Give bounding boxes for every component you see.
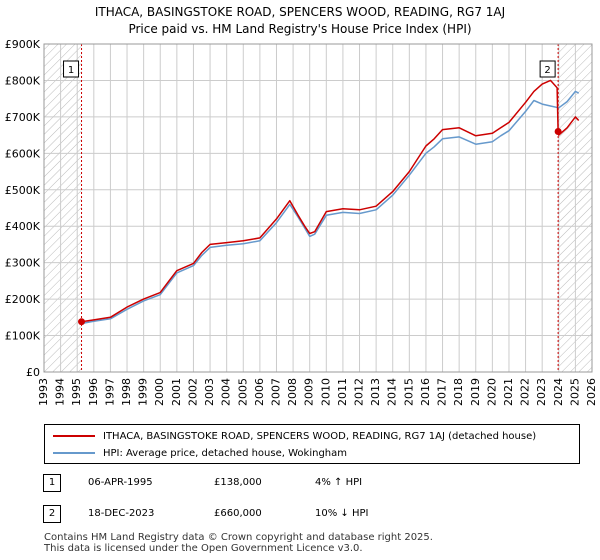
y-tick-label: £0	[26, 366, 40, 379]
x-tick-label: 1993	[37, 378, 50, 406]
transaction-badge: 2	[43, 505, 61, 523]
x-tick-label: 2024	[552, 378, 565, 406]
legend-label-hpi: HPI: Average price, detached house, Woki…	[103, 447, 347, 459]
x-tick-label: 2002	[186, 378, 199, 406]
property-price-line	[81, 79, 580, 323]
x-tick-label: 1994	[54, 378, 67, 406]
footer-copyright: Contains HM Land Registry data © Crown c…	[44, 532, 433, 543]
x-tick-label: 1999	[137, 378, 150, 406]
y-tick-label: £400K	[5, 220, 41, 233]
x-tick-label: 2009	[303, 378, 316, 406]
price-chart: 1 2 £0 £100K £200K £300K £400K £500K £600K £700K…	[5, 38, 598, 406]
x-tick-label: 2001	[170, 378, 183, 406]
x-tick-label: 2005	[236, 378, 249, 406]
x-tick-label: 1995	[70, 378, 83, 406]
x-tick-label: 2000	[153, 378, 166, 406]
y-tick-label: £100K	[5, 330, 41, 343]
legend-item-hpi: HPI: Average price, detached house, Woki…	[53, 445, 347, 461]
x-tick-label: 2026	[585, 378, 598, 406]
x-tick-label: 1998	[120, 378, 133, 406]
x-tick-label: 2020	[485, 378, 498, 406]
y-tick-label: £200K	[5, 293, 41, 306]
y-tick-label: £600K	[5, 147, 41, 160]
x-tick-label: 2004	[220, 378, 233, 406]
x-tick-label: 2016	[419, 378, 432, 406]
chart-title: ITHACA, BASINGSTOKE ROAD, SPENCERS WOOD,…	[94, 5, 506, 19]
x-tick-label: 2014	[386, 378, 399, 406]
transaction-point	[554, 127, 562, 135]
y-tick-label: £800K	[5, 74, 41, 87]
transaction-hpi-diff: 4% ↑ HPI	[315, 477, 363, 488]
y-tick-label: £900K	[5, 38, 41, 51]
transaction-label: 1	[68, 65, 74, 76]
x-tick-label: 2015	[402, 378, 415, 406]
x-tick-label: 2017	[436, 378, 449, 406]
legend-item-property: ITHACA, BASINGSTOKE ROAD, SPENCERS WOOD,…	[53, 428, 536, 444]
transaction-label: 2	[544, 65, 550, 76]
x-tick-label: 2023	[535, 378, 548, 406]
x-tick-label: 2010	[319, 378, 332, 406]
x-tick-label: 2006	[253, 378, 266, 406]
hatched-region-before	[44, 44, 82, 372]
x-tick-label: 2018	[452, 378, 465, 406]
transaction-price: £138,000	[214, 477, 262, 488]
transaction-point	[78, 318, 86, 326]
x-tick-label: 2022	[519, 378, 532, 406]
plot-frame	[43, 43, 593, 373]
chart-subtitle: Price paid vs. HM Land Registry's House …	[128, 22, 472, 36]
legend-label-property: ITHACA, BASINGSTOKE ROAD, SPENCERS WOOD,…	[103, 430, 537, 442]
legend-swatch-property	[53, 435, 95, 437]
transaction-date: 06-APR-1995	[88, 477, 153, 488]
legend: ITHACA, BASINGSTOKE ROAD, SPENCERS WOOD,…	[44, 424, 580, 464]
y-tick-label: £300K	[5, 257, 41, 270]
y-tick-label: £500K	[5, 184, 41, 197]
transaction-price: £660,000	[214, 508, 262, 519]
x-tick-label: 1996	[87, 378, 100, 406]
transaction-badge: 1	[43, 474, 61, 492]
x-tick-label: 1997	[103, 378, 116, 406]
legend-swatch-hpi	[53, 452, 95, 454]
x-tick-label: 2011	[336, 378, 349, 406]
transaction-label-box	[63, 60, 80, 78]
x-tick-label: 2012	[353, 378, 366, 406]
x-tick-label: 2025	[568, 378, 581, 406]
transaction-row: 1 06-APR-1995 £138,000 4% ↑ HPI	[0, 474, 600, 498]
x-tick-label: 2019	[469, 378, 482, 406]
transaction-row: 2 18-DEC-2023 £660,000 10% ↓ HPI	[0, 505, 600, 529]
x-tick-label: 2008	[286, 378, 299, 406]
x-tick-label: 2013	[369, 378, 382, 406]
footer-licence: This data is licensed under the Open Gov…	[44, 543, 363, 554]
x-tick-label: 2021	[502, 378, 515, 406]
transaction-date: 18-DEC-2023	[88, 508, 155, 519]
x-tick-label: 2003	[203, 378, 216, 406]
transaction-label-box	[539, 60, 556, 78]
transaction-hpi-diff: 10% ↓ HPI	[315, 508, 369, 519]
hpi-line	[81, 90, 580, 325]
x-tick-label: 2007	[269, 378, 282, 406]
y-tick-label: £700K	[5, 111, 41, 124]
